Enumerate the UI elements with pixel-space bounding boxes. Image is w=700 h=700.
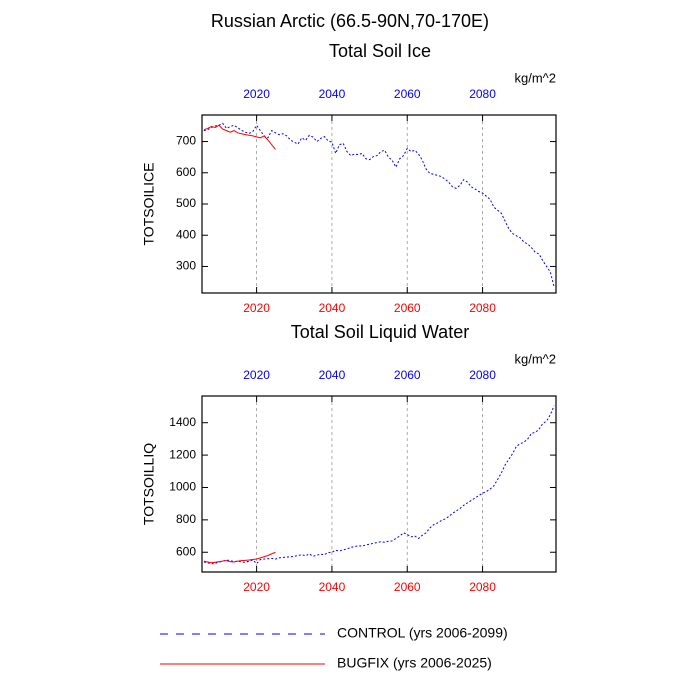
- x-tick-label-top: 2060: [394, 368, 421, 382]
- x-tick-label-top: 2040: [319, 368, 346, 382]
- x-tick-label-top: 2040: [319, 87, 346, 101]
- chart-title: Total Soil Liquid Water: [291, 322, 469, 342]
- y-tick-label: 600: [176, 544, 196, 558]
- x-tick-label-bottom: 2060: [394, 301, 421, 315]
- y-tick-label: 1000: [169, 480, 196, 494]
- x-tick-label-top: 2080: [469, 368, 496, 382]
- legend-label: CONTROL (yrs 2006-2099): [337, 625, 508, 641]
- units-label: kg/m^2: [514, 351, 556, 366]
- x-tick-label-bottom: 2040: [319, 580, 346, 594]
- x-tick-label-top: 2020: [243, 87, 270, 101]
- series-line: [203, 122, 555, 287]
- y-tick-label: 1200: [169, 447, 196, 461]
- x-tick-label-top: 2020: [243, 368, 270, 382]
- x-tick-label-bottom: 2060: [394, 580, 421, 594]
- legend-label: BUGFIX (yrs 2006-2025): [337, 655, 492, 671]
- series-line: [203, 405, 555, 565]
- y-tick-label: 600: [176, 165, 196, 179]
- y-axis-label: TOTSOILICE: [141, 163, 157, 246]
- x-tick-label-bottom: 2080: [469, 580, 496, 594]
- chart-title: Total Soil Ice: [329, 41, 431, 61]
- y-tick-label: 300: [176, 259, 196, 273]
- y-tick-label: 400: [176, 227, 196, 241]
- x-tick-label-bottom: 2020: [243, 301, 270, 315]
- y-axis-label: TOTSOILLIQ: [141, 443, 157, 525]
- x-tick-label-bottom: 2080: [469, 301, 496, 315]
- x-tick-label-bottom: 2040: [319, 301, 346, 315]
- units-label: kg/m^2: [514, 70, 556, 85]
- series-line: [203, 124, 276, 150]
- x-tick-label-top: 2060: [394, 87, 421, 101]
- x-tick-label-bottom: 2020: [243, 580, 270, 594]
- series-line: [203, 551, 276, 564]
- plot-frame: [201, 395, 557, 573]
- page-title: Russian Arctic (66.5-90N,70-170E): [211, 11, 489, 31]
- y-tick-label: 1400: [169, 415, 196, 429]
- y-tick-label: 700: [176, 134, 196, 148]
- x-tick-label-top: 2080: [469, 87, 496, 101]
- y-tick-label: 800: [176, 512, 196, 526]
- plot-frame: [201, 114, 557, 294]
- y-tick-label: 500: [176, 196, 196, 210]
